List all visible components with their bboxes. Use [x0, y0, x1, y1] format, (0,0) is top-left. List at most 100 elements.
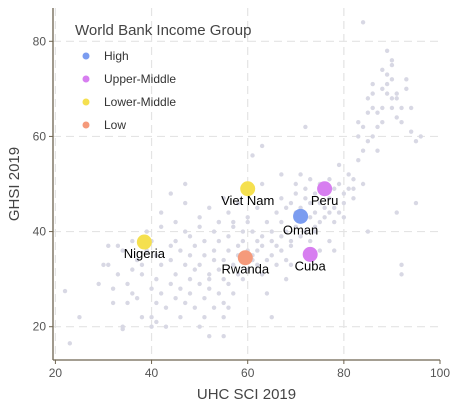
background-point: [395, 96, 399, 100]
background-point: [178, 286, 182, 290]
background-point: [193, 267, 197, 271]
background-point: [385, 72, 389, 76]
background-point: [221, 334, 225, 338]
background-point: [318, 248, 322, 252]
background-point: [145, 229, 149, 233]
background-point: [346, 172, 350, 176]
background-point: [111, 301, 115, 305]
background-point: [241, 239, 245, 243]
background-point: [202, 253, 206, 257]
background-point: [197, 325, 201, 329]
background-point: [274, 244, 278, 248]
background-point: [169, 191, 173, 195]
background-point: [255, 239, 259, 243]
background-point: [169, 282, 173, 286]
background-point: [342, 201, 346, 205]
background-point: [390, 96, 394, 100]
legend-title: World Bank Income Group: [75, 22, 251, 39]
background-point: [173, 296, 177, 300]
background-point: [106, 244, 110, 248]
background-point: [332, 187, 336, 191]
background-point: [207, 206, 211, 210]
background-point: [188, 291, 192, 295]
background-point: [390, 58, 394, 62]
background-points: [63, 20, 423, 345]
background-point: [265, 220, 269, 224]
y-tick-label: 80: [33, 34, 47, 48]
background-point: [111, 286, 115, 290]
background-point: [279, 248, 283, 252]
background-point: [197, 215, 201, 219]
x-tick-label: 20: [49, 366, 63, 380]
background-point: [274, 210, 278, 214]
background-point: [101, 263, 105, 267]
background-point: [188, 253, 192, 257]
background-point: [414, 139, 418, 143]
background-point: [183, 182, 187, 186]
background-point: [221, 277, 225, 281]
background-point: [68, 341, 72, 345]
background-point: [106, 263, 110, 267]
x-tick-label: 60: [241, 366, 255, 380]
background-point: [226, 248, 230, 252]
background-point: [140, 272, 144, 276]
background-point: [188, 277, 192, 281]
background-point: [342, 191, 346, 195]
background-point: [337, 182, 341, 186]
background-point: [121, 327, 125, 331]
background-point: [404, 87, 408, 91]
background-point: [303, 187, 307, 191]
background-point: [289, 244, 293, 248]
background-point: [342, 215, 346, 219]
background-point: [260, 234, 264, 238]
background-point: [385, 82, 389, 86]
background-point: [366, 139, 370, 143]
background-point: [366, 229, 370, 233]
legend-label: Lower-Middle: [104, 95, 176, 109]
background-point: [370, 106, 374, 110]
y-tick-label: 20: [33, 320, 47, 334]
legend-key-low: [83, 122, 90, 129]
background-point: [270, 253, 274, 257]
background-point: [303, 125, 307, 129]
background-point: [226, 234, 230, 238]
background-point: [284, 206, 288, 210]
background-point: [375, 149, 379, 153]
background-point: [361, 182, 365, 186]
background-point: [370, 82, 374, 86]
legend-key-lower-middle: [83, 99, 90, 106]
background-point: [380, 106, 384, 110]
background-point: [409, 106, 413, 110]
background-point: [226, 282, 230, 286]
background-point: [351, 187, 355, 191]
background-point: [149, 315, 153, 319]
background-point: [395, 91, 399, 95]
background-point: [178, 248, 182, 252]
background-point: [169, 244, 173, 248]
background-point: [197, 282, 201, 286]
background-point: [375, 125, 379, 129]
background-point: [169, 258, 173, 262]
background-point: [197, 263, 201, 267]
background-point: [77, 315, 81, 319]
background-point: [332, 220, 336, 224]
x-tick-label: 40: [145, 366, 159, 380]
background-point: [308, 177, 312, 181]
background-point: [130, 267, 134, 271]
point-label: Oman: [283, 222, 318, 237]
background-point: [231, 225, 235, 229]
background-point: [356, 158, 360, 162]
background-point: [183, 229, 187, 233]
background-point: [130, 291, 134, 295]
background-point: [327, 210, 331, 214]
background-point: [294, 191, 298, 195]
background-point: [140, 315, 144, 319]
legend-key-upper-middle: [83, 76, 90, 83]
background-point: [294, 182, 298, 186]
background-point: [178, 315, 182, 319]
background-point: [173, 220, 177, 224]
x-tick-label: 100: [430, 366, 450, 380]
background-point: [270, 239, 274, 243]
y-axis-title: GHSI 2019: [6, 147, 23, 221]
background-point: [404, 77, 408, 81]
